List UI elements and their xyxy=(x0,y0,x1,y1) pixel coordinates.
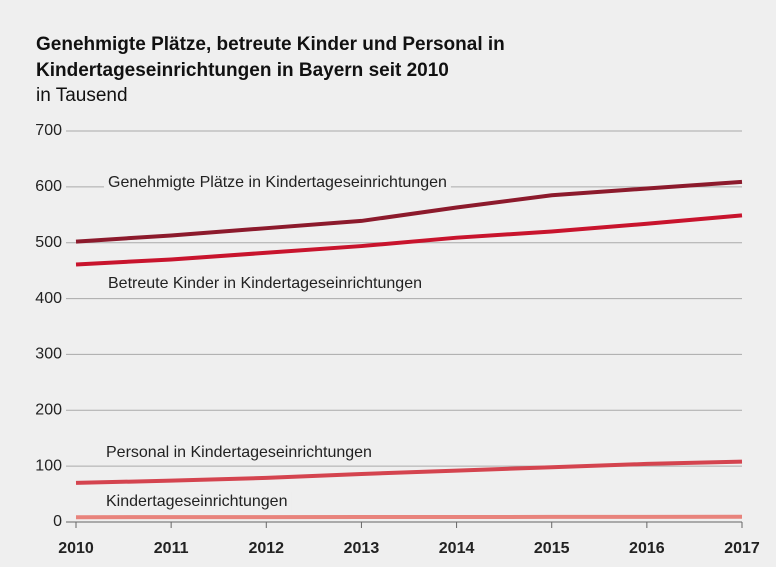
y-tick-label: 600 xyxy=(35,178,62,195)
y-tick-label: 300 xyxy=(35,346,62,363)
x-tick-label: 2015 xyxy=(534,540,570,557)
y-tick-label: 0 xyxy=(53,513,62,530)
y-tick-label: 100 xyxy=(35,457,62,474)
series-label: Genehmigte Plätze in Kindertageseinricht… xyxy=(108,174,447,191)
y-tick-label: 700 xyxy=(35,122,62,139)
x-tick-label: 2016 xyxy=(629,540,665,557)
series-label: Betreute Kinder in Kindertageseinrichtun… xyxy=(108,275,422,292)
series-label: Personal in Kindertageseinrichtungen xyxy=(106,444,372,461)
x-tick-label: 2017 xyxy=(724,540,760,557)
x-tick-label: 2014 xyxy=(439,540,475,557)
label-background xyxy=(102,443,376,463)
x-tick-label: 2012 xyxy=(248,540,284,557)
label-background xyxy=(104,173,451,193)
x-tick-label: 2010 xyxy=(58,540,94,557)
y-tick-label: 500 xyxy=(35,234,62,251)
series-line xyxy=(75,459,743,485)
label-background xyxy=(102,492,292,512)
x-tick-label: 2011 xyxy=(154,540,189,557)
label-background xyxy=(104,274,426,294)
series-label: Kindertageseinrichtungen xyxy=(106,493,287,510)
chart-title: Genehmigte Plätze, betreute Kinder und P… xyxy=(36,34,505,81)
series-line xyxy=(75,179,743,244)
series-line xyxy=(75,213,743,267)
chart-subtitle: in Tausend xyxy=(36,85,128,106)
y-tick-label: 400 xyxy=(35,290,62,307)
x-tick-label: 2013 xyxy=(344,540,380,557)
y-tick-label: 200 xyxy=(35,402,62,419)
